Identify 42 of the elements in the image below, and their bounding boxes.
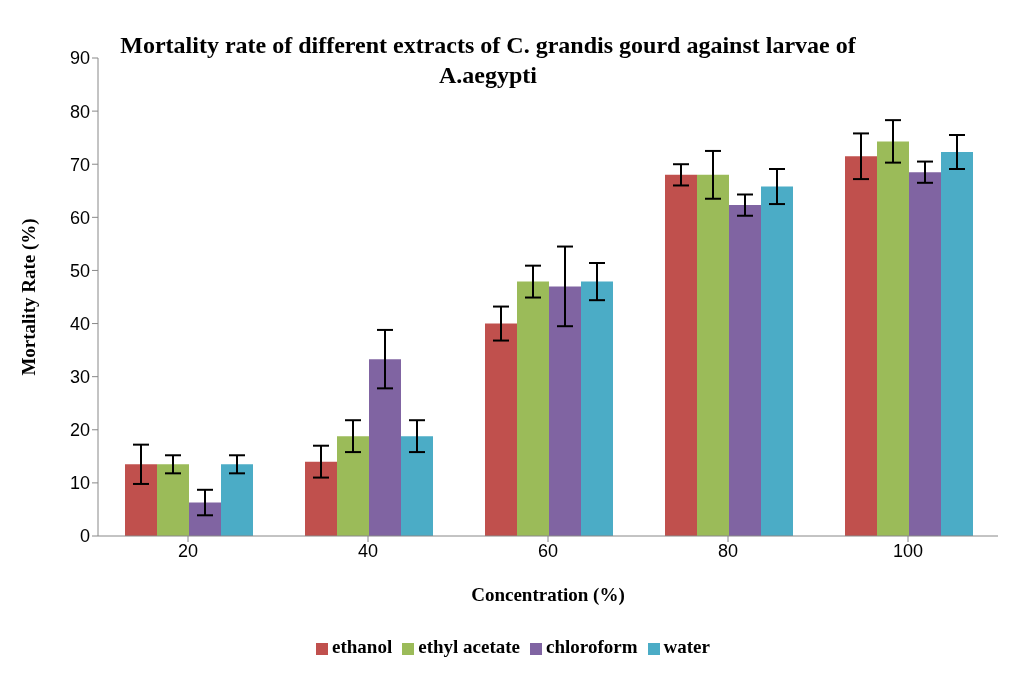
y-tick-label: 80 <box>69 101 90 122</box>
y-tick-label: 50 <box>69 260 90 281</box>
legend-label: ethanol <box>332 636 393 657</box>
bar <box>941 152 973 536</box>
bar <box>909 172 941 536</box>
bar <box>761 186 793 536</box>
y-tick-label: 10 <box>69 473 90 494</box>
bar <box>729 205 761 536</box>
y-tick-label: 70 <box>69 154 90 175</box>
bar <box>485 323 517 536</box>
legend-label: water <box>663 636 710 657</box>
y-tick-label: 40 <box>69 313 90 334</box>
y-tick-label: 20 <box>69 420 90 441</box>
x-tick-label: 60 <box>537 540 559 561</box>
y-tick-label: 30 <box>69 367 90 388</box>
legend-label: ethyl acetate <box>418 636 521 657</box>
bar <box>369 359 401 536</box>
chart-title: Mortality rate of different extracts of C. grandis gourd against larvae of A.aegypti <box>119 31 857 90</box>
x-axis-title: Concentration (%) <box>471 584 625 606</box>
y-axis-title: Mortality Rate (%) <box>17 218 40 376</box>
bar <box>125 464 157 536</box>
bar <box>401 436 433 536</box>
y-tick-label: 90 <box>69 48 90 69</box>
bar <box>189 502 221 536</box>
y-tick-label: 60 <box>69 207 90 228</box>
bar <box>157 464 189 536</box>
x-tick-label: 100 <box>892 540 924 561</box>
y-tick-label: 0 <box>79 526 90 547</box>
bar <box>877 141 909 536</box>
bar <box>845 156 877 536</box>
x-tick-label: 20 <box>177 540 199 561</box>
x-tick-label: 80 <box>717 540 739 561</box>
bar <box>337 436 369 536</box>
bar <box>305 461 337 536</box>
bar <box>697 174 729 536</box>
bar <box>517 281 549 536</box>
bar <box>581 281 613 536</box>
x-tick-label: 40 <box>357 540 379 561</box>
bar <box>665 174 697 536</box>
legend-label: chloroform <box>546 636 638 657</box>
bar <box>549 286 581 536</box>
bar <box>221 464 253 536</box>
